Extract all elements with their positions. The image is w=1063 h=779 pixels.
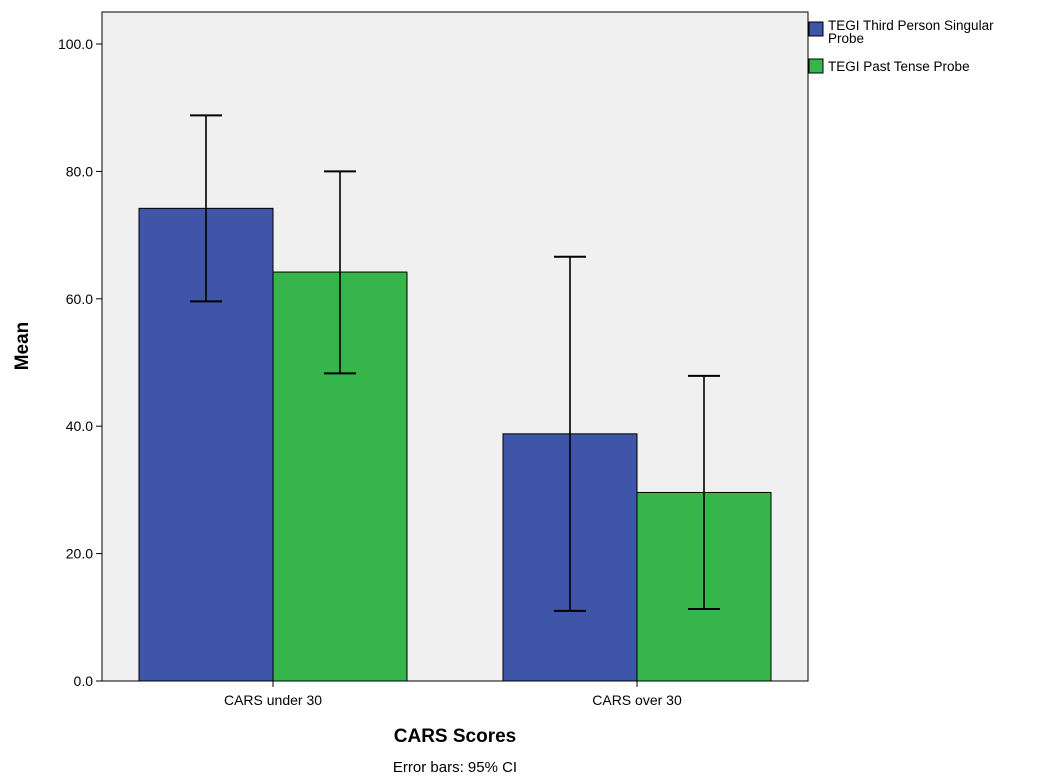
legend-label-third-person-line2: Probe [828, 31, 864, 46]
footnote: Error bars: 95% CI [393, 759, 517, 776]
x-axis-title: CARS Scores [394, 726, 517, 747]
y-tick-label-0: 0.0 [74, 673, 94, 689]
y-tick-label-4: 80.0 [66, 163, 93, 179]
legend-label-third-person-line1: TEGI Third Person Singular [828, 18, 994, 33]
y-tick-label-5: 100.0 [58, 36, 93, 52]
legend: TEGI Third Person Singular Probe TEGI Pa… [808, 18, 997, 74]
legend-label-past-tense: TEGI Past Tense Probe [828, 59, 970, 74]
y-axis-title: Mean [12, 322, 33, 371]
x-tick-label-0: CARS under 30 [224, 692, 322, 708]
y-tick-label-1: 20.0 [66, 546, 93, 562]
legend-swatch-third-person [808, 21, 824, 37]
y-axis: 0.0 20.0 40.0 60.0 80.0 100.0 [58, 36, 102, 689]
y-tick-label-3: 60.0 [66, 291, 93, 307]
y-tick-label-2: 40.0 [66, 418, 93, 434]
x-tick-label-1: CARS over 30 [592, 692, 682, 708]
error-bars [190, 114, 720, 612]
x-axis: CARS under 30 CARS over 30 [224, 681, 682, 708]
legend-swatch-past-tense [808, 58, 824, 74]
legend-label-third-person: TEGI Third Person Singular Probe [828, 18, 997, 46]
